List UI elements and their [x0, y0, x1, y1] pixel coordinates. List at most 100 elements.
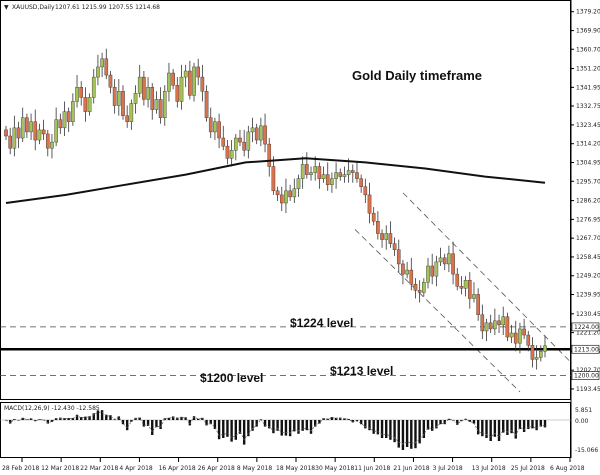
candle-bullish	[259, 125, 263, 141]
level-1213-annotation: $1213 level	[330, 364, 393, 378]
candle-bearish	[188, 70, 192, 96]
macd-bar	[188, 420, 192, 426]
date-axis-ticks: 28 Feb 2018 12 Mar 2018 22 Mar 2018 4 Apr 2…	[2, 458, 585, 472]
macd-bar	[401, 420, 405, 450]
macd-bar	[410, 420, 413, 449]
macd-bar	[418, 420, 421, 444]
macd-bar	[75, 414, 79, 420]
macd-bar	[176, 417, 179, 420]
candle-bullish	[426, 265, 430, 283]
candle-bearish	[263, 125, 267, 145]
candle-bearish	[79, 87, 84, 98]
macd-bar	[397, 420, 400, 448]
macd-bar	[510, 420, 513, 434]
macd-bar	[493, 420, 497, 437]
macd-bar	[297, 420, 300, 434]
price-tick-label: 1193.45	[576, 386, 600, 393]
candle-bearish	[238, 137, 242, 143]
candle-bearish	[275, 190, 280, 196]
macd-bar	[334, 417, 338, 420]
macd-bar	[305, 420, 309, 431]
candle-bearish	[442, 257, 447, 265]
macd-bar	[426, 420, 430, 430]
price-tick-label: 1276.95	[576, 216, 600, 223]
candle-bullish	[309, 172, 313, 175]
candle-bearish	[217, 121, 221, 139]
candle-bullish	[334, 172, 338, 179]
candle-bullish	[146, 87, 150, 100]
candle-bullish	[250, 127, 255, 133]
macd-bar	[42, 419, 45, 421]
candle-bullish	[183, 70, 188, 78]
candle-bullish	[422, 282, 426, 293]
candle-bullish	[37, 129, 42, 141]
candle-bearish	[200, 76, 205, 92]
macd-bar	[330, 417, 334, 420]
macd-bar	[184, 417, 187, 420]
candle-bearish	[104, 58, 109, 76]
candle-bearish	[363, 186, 368, 196]
candle-bearish	[33, 121, 38, 141]
candle-bearish	[355, 172, 359, 179]
macd-bar	[105, 414, 108, 420]
candle-bearish	[401, 263, 405, 275]
macd-tick-top: 5.851	[575, 407, 592, 414]
candle-bearish	[522, 328, 526, 336]
candle-bullish	[129, 103, 134, 122]
macd-bar	[92, 413, 95, 420]
candle-bearish	[480, 314, 485, 332]
candle-bearish	[380, 233, 384, 240]
macd-bar	[59, 417, 62, 420]
candle-bullish	[313, 166, 317, 173]
candle-bearish	[279, 194, 284, 204]
candle-bearish	[430, 265, 434, 277]
candle-bearish	[288, 190, 292, 198]
macd-bar	[476, 420, 480, 435]
date-tick-label: 21 Jun 2018	[393, 465, 429, 472]
candle-bullish	[133, 93, 138, 104]
candle-bearish	[25, 117, 29, 133]
candle-bullish	[463, 279, 468, 289]
macd-bar	[443, 420, 446, 425]
candle-bullish	[501, 316, 506, 326]
moving-average-line	[5, 157, 546, 204]
macd-bar	[535, 420, 538, 431]
macd-bar	[422, 420, 426, 438]
macd-bar	[63, 418, 66, 420]
price-tick-label: 1332.75	[576, 103, 600, 110]
macd-bar	[389, 420, 392, 440]
macd-bar	[347, 419, 350, 420]
candle-bullish	[12, 127, 17, 149]
candle-bullish	[539, 351, 543, 358]
date-tick-label: 28 Feb 2018	[2, 465, 40, 472]
macd-bar	[50, 420, 54, 422]
date-tick-label: 4 Apr 2018	[119, 465, 152, 472]
macd-bar	[468, 420, 471, 422]
macd-bar	[109, 415, 112, 420]
macd-label: MACD(12,26,9) -12.430 -12.585	[4, 405, 100, 412]
candle-bearish	[58, 119, 63, 129]
macd-bar	[380, 420, 384, 438]
macd-bar	[543, 420, 547, 428]
candle-bearish	[142, 76, 146, 100]
level-1224-annotation: $1224 level	[290, 316, 353, 330]
macd-bar	[539, 420, 543, 427]
macd-bar	[414, 420, 417, 449]
macd-bar	[514, 420, 517, 439]
candle-bearish	[8, 135, 12, 149]
macd-bar	[251, 420, 254, 431]
candle-bearish	[396, 249, 401, 265]
candle-bearish	[513, 332, 518, 344]
channel-lower	[354, 229, 521, 393]
date-tick-label: 18 May 2018	[276, 465, 315, 472]
macd-bar	[405, 420, 409, 447]
candle-bearish	[4, 129, 8, 137]
candle-bearish	[225, 145, 230, 159]
candle-bearish	[171, 72, 175, 86]
price-badge-box	[571, 322, 600, 332]
candle-bearish	[359, 178, 363, 187]
macd-bar	[217, 420, 221, 440]
candle-bullish	[50, 141, 54, 149]
macd-bar	[80, 417, 83, 420]
candle-bearish	[455, 273, 460, 287]
